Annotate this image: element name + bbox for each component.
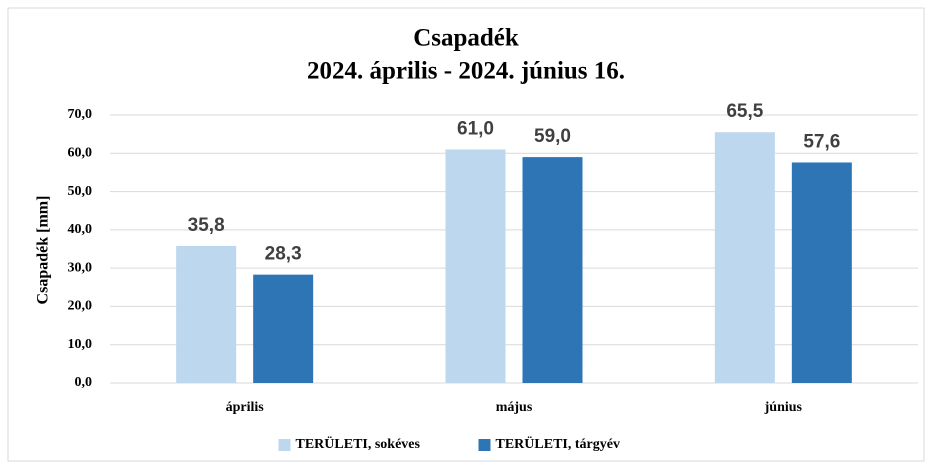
value-label: 28,3: [265, 244, 302, 265]
bar: [253, 274, 314, 383]
y-tick-label: 40,0: [68, 222, 93, 237]
legend-swatch: [278, 439, 291, 451]
value-label: 35,8: [188, 215, 225, 236]
value-label: 65,5: [726, 101, 763, 122]
x-tick-label: június: [764, 400, 803, 415]
value-label: 61,0: [457, 118, 494, 139]
y-tick-label: 60,0: [68, 146, 93, 161]
bar: [522, 157, 583, 383]
legend-label: TERÜLETI, sokéves: [296, 435, 421, 452]
bar: [714, 132, 775, 383]
y-tick-label: 10,0: [68, 337, 93, 352]
y-tick-label: 50,0: [68, 184, 93, 199]
bar: [445, 149, 506, 383]
y-tick-label: 0,0: [75, 375, 93, 390]
y-tick-label: 30,0: [68, 260, 93, 275]
value-label: 59,0: [534, 126, 571, 147]
x-tick-label: május: [496, 400, 533, 415]
legend-label: TERÜLETI, tárgyév: [496, 435, 620, 452]
bar: [791, 162, 852, 383]
x-tick-label: április: [226, 400, 265, 415]
y-axis-label: Csapadék [mm]: [35, 196, 52, 305]
y-tick-label: 70,0: [68, 107, 93, 122]
bar: [176, 245, 237, 383]
y-tick-label: 20,0: [68, 299, 93, 314]
chart-subtitle: 2024. április - 2024. június 16.: [307, 58, 625, 85]
chart-title: Csapadék: [413, 25, 519, 52]
value-label: 57,6: [803, 131, 840, 152]
legend-swatch: [478, 439, 491, 451]
